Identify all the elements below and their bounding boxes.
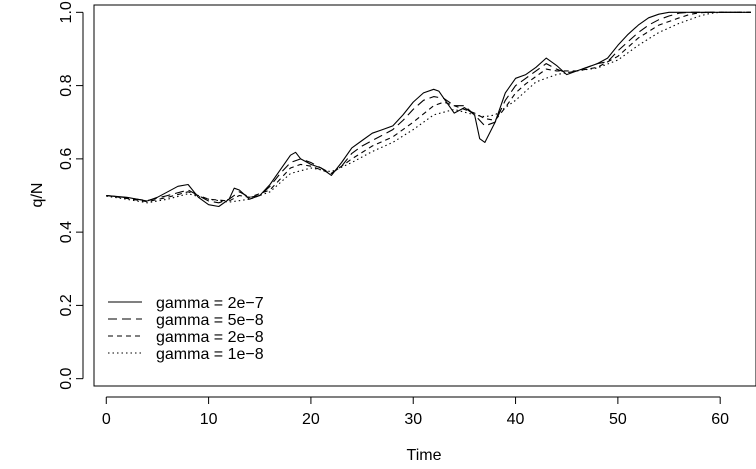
series-line-4 (106, 12, 751, 203)
y-tick-label: 0.2 (58, 294, 75, 316)
y-tick-label: 0.0 (58, 367, 75, 389)
legend-label: gamma = 1e−8 (156, 346, 264, 363)
x-tick-label: 10 (200, 411, 218, 428)
series-line-2 (106, 12, 751, 203)
legend-label: gamma = 5e−8 (156, 312, 264, 329)
series-line-3 (106, 12, 751, 201)
x-tick-label: 30 (404, 411, 422, 428)
legend-label: gamma = 2e−7 (156, 295, 264, 312)
x-tick-label: 40 (507, 411, 525, 428)
x-axis: 0 10 20 30 40 50 60 (102, 397, 729, 428)
x-tick-label: 50 (609, 411, 627, 428)
series-line-1 (106, 12, 751, 206)
series-layer (106, 12, 751, 206)
x-tick-label: 0 (102, 411, 111, 428)
x-axis-label: Time (407, 447, 442, 464)
x-tick-label: 60 (711, 411, 729, 428)
y-tick-label: 0.8 (58, 74, 75, 96)
y-axis: 0.0 0.2 0.4 0.6 0.8 1.0 (58, 1, 83, 390)
x-tick-label: 20 (302, 411, 320, 428)
y-tick-label: 0.4 (58, 221, 75, 243)
y-axis-label: q/N (29, 183, 46, 208)
y-tick-label: 0.6 (58, 148, 75, 170)
legend-label: gamma = 2e−8 (156, 329, 264, 346)
y-tick-label: 1.0 (58, 1, 75, 23)
